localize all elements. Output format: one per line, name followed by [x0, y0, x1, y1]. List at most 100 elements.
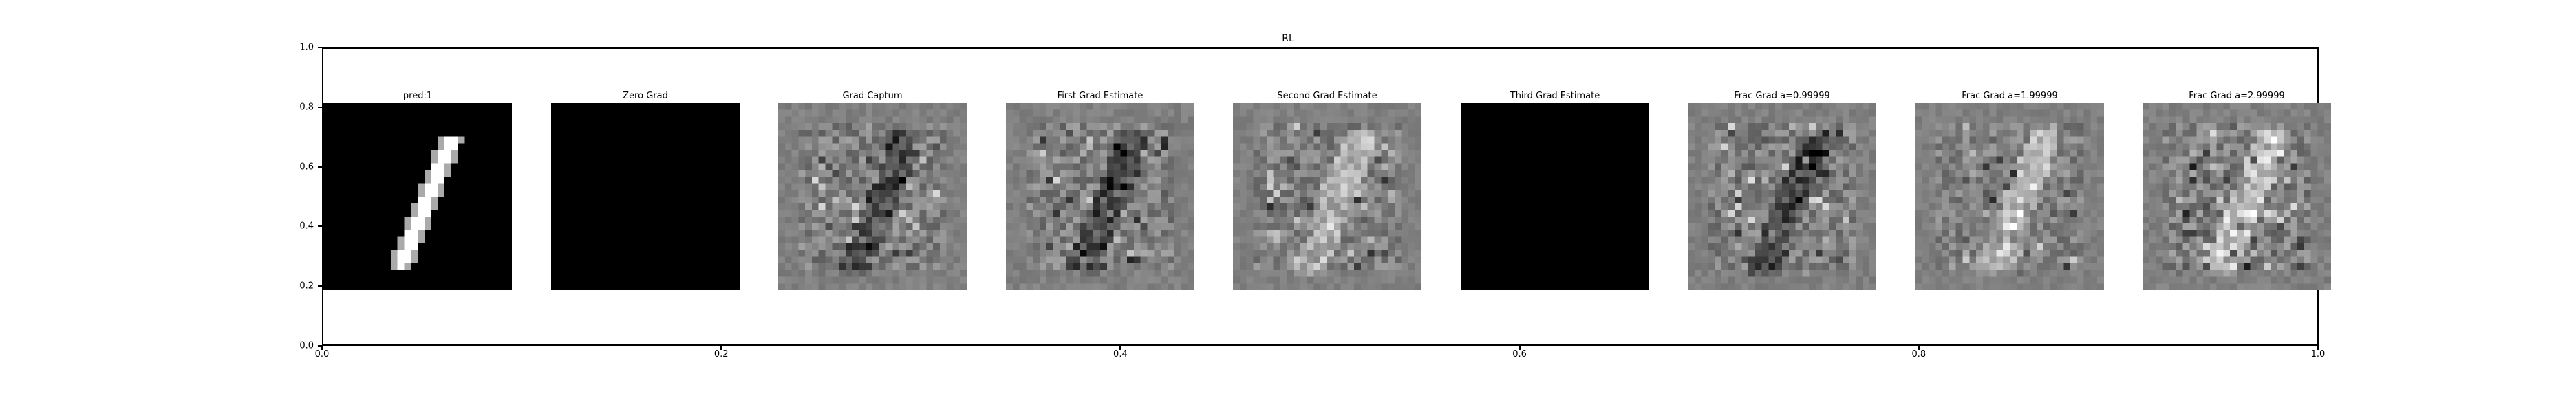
pixel — [839, 183, 846, 190]
pixel — [458, 143, 465, 151]
pixel — [905, 203, 913, 210]
pixel — [2284, 129, 2291, 137]
pixel — [1066, 236, 1074, 244]
pixel — [1976, 176, 1984, 184]
pixel — [424, 143, 431, 151]
pixel — [2284, 109, 2291, 117]
pixel — [1976, 276, 1984, 284]
pixel — [1012, 263, 1020, 271]
pixel — [2237, 116, 2244, 124]
pixel — [2010, 276, 2017, 284]
pixel — [1721, 163, 1728, 170]
pixel — [1728, 156, 1735, 164]
pixel — [1113, 183, 1121, 190]
pixel — [1327, 150, 1334, 157]
pixel — [1300, 197, 1307, 204]
pixel — [1694, 170, 1702, 177]
pixel — [390, 236, 398, 244]
pixel — [912, 129, 920, 137]
pixel — [1093, 136, 1101, 144]
pixel — [1167, 150, 1174, 157]
pixel — [1694, 210, 1702, 217]
pixel — [1942, 129, 1950, 137]
pixel — [1188, 223, 1194, 230]
pixel — [1869, 163, 1876, 170]
pixel — [1307, 256, 1314, 264]
pixel — [1246, 203, 1254, 210]
pixel — [1174, 170, 1181, 177]
pixel — [1188, 230, 1194, 237]
pixel — [330, 116, 337, 124]
pixel — [478, 230, 486, 237]
pixel — [1019, 230, 1027, 237]
pixel — [1388, 163, 1395, 170]
pixel — [872, 163, 879, 170]
pixel — [2203, 116, 2211, 124]
pixel — [778, 176, 785, 184]
pixel — [1754, 163, 1762, 170]
pixel — [1728, 109, 1735, 117]
pixel — [397, 270, 405, 277]
pixel — [839, 243, 846, 250]
pixel — [2284, 116, 2291, 124]
pixel — [1962, 210, 1970, 217]
pixel — [491, 136, 499, 144]
pixel — [1367, 270, 1375, 277]
pixel — [1955, 223, 1963, 230]
pixel — [1167, 129, 1174, 137]
pixel — [343, 143, 351, 151]
pixel — [1754, 230, 1762, 237]
pixel — [336, 163, 344, 170]
pixel — [2090, 197, 2098, 204]
pixel — [2097, 109, 2104, 117]
pixel — [464, 210, 472, 217]
pixel — [2043, 256, 2050, 264]
pixel — [933, 236, 941, 244]
pixel — [778, 223, 785, 230]
pixel — [1100, 250, 1107, 257]
pixel — [377, 156, 385, 164]
pixel — [1140, 123, 1148, 131]
pixel — [1006, 256, 1013, 264]
pixel — [1053, 190, 1060, 197]
pixel — [424, 236, 431, 244]
pixel — [2097, 143, 2104, 151]
pixel — [1333, 250, 1341, 257]
pixel — [431, 176, 438, 184]
pixel — [2230, 170, 2237, 177]
pixel — [1307, 230, 1314, 237]
pixel — [1347, 210, 1355, 217]
pixel — [1836, 123, 1843, 131]
pixel — [1327, 217, 1334, 224]
pixel — [330, 136, 337, 144]
pixel — [1360, 217, 1368, 224]
pixel — [1080, 183, 1087, 190]
panel-image — [778, 103, 967, 290]
pixel — [343, 250, 351, 257]
pixel — [1100, 217, 1107, 224]
pixel — [2003, 276, 2010, 284]
pixel — [1922, 243, 1929, 250]
pixel — [397, 236, 405, 244]
pixel — [2016, 129, 2024, 137]
pixel — [2023, 170, 2030, 177]
pixel — [1962, 156, 1970, 164]
pixel — [1394, 217, 1402, 224]
pixel — [1822, 109, 1829, 117]
pixel — [845, 136, 852, 144]
pixel — [1863, 217, 1870, 224]
pixel — [1822, 263, 1829, 271]
pixel — [1333, 183, 1341, 190]
pixel — [1869, 190, 1876, 197]
pixel — [1415, 150, 1421, 157]
pixel — [1039, 197, 1046, 204]
pixel — [390, 176, 398, 184]
pixel — [451, 270, 458, 277]
pixel — [1260, 150, 1267, 157]
pixel — [2037, 256, 2044, 264]
pixel — [1367, 116, 1375, 124]
pixel — [484, 223, 492, 230]
pixel — [919, 270, 927, 277]
pixel — [2050, 163, 2057, 170]
pixel — [1106, 129, 1114, 137]
